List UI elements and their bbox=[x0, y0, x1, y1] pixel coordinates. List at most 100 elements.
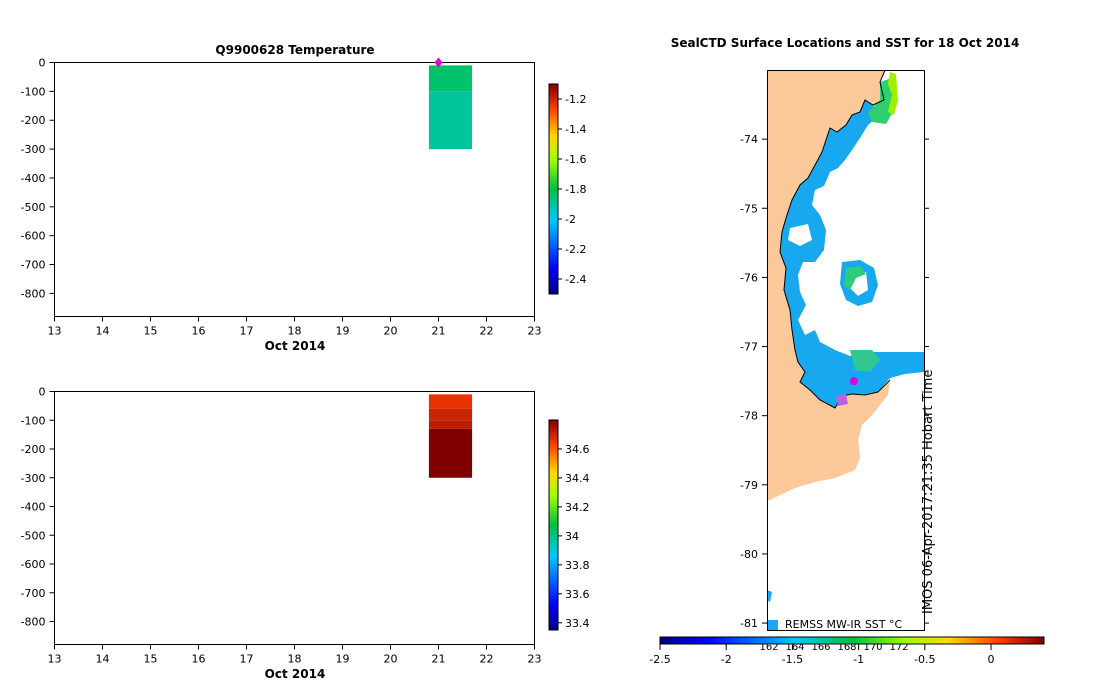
x-tick-label: 19 bbox=[336, 325, 350, 338]
lat-tick-label: -79 bbox=[740, 479, 758, 492]
sst-colorbar bbox=[659, 636, 1045, 645]
map-content bbox=[767, 70, 924, 630]
colorbar-tick-label: 33.6 bbox=[565, 588, 590, 601]
y-tick-label: -100 bbox=[21, 85, 46, 98]
temperature-colorbar-ticks: -1.2 -1.4 -1.6 -1.8 -2 -2.2 -2.4 bbox=[558, 93, 586, 286]
sst-colorbar-tick-label: -2.5 bbox=[649, 653, 670, 666]
x-tick-label: 19 bbox=[336, 653, 350, 666]
salinity-panel: 13 14 15 16 17 18 19 20 21 22 23 0 -100 -200 -300 -400… bbox=[21, 386, 590, 682]
lon-tick-label: 162 bbox=[759, 642, 778, 653]
x-tick-label: 16 bbox=[192, 325, 206, 338]
lon-tick-label: 164 bbox=[785, 642, 804, 653]
y-tick-label: -500 bbox=[21, 201, 46, 214]
x-tick-label: 17 bbox=[240, 653, 254, 666]
sst-field-warm-island bbox=[844, 266, 866, 290]
profile-cell bbox=[428, 394, 473, 409]
x-tick-label: 23 bbox=[528, 325, 542, 338]
y-tick-label: -600 bbox=[21, 230, 46, 243]
x-tick-label: 22 bbox=[480, 325, 494, 338]
y-tick-label: -300 bbox=[21, 143, 46, 156]
sst-map-panel: SealCTD Surface Locations and SST for 18… bbox=[649, 36, 1045, 666]
x-tick-label: 23 bbox=[528, 653, 542, 666]
profile-cell bbox=[428, 428, 473, 478]
temperature-xlabel: Oct 2014 bbox=[265, 339, 326, 353]
lon-tick-label: 172 bbox=[889, 642, 908, 653]
x-tick-label: 15 bbox=[144, 325, 158, 338]
y-tick-label: -800 bbox=[21, 616, 46, 629]
colorbar-tick-label: -1.6 bbox=[565, 153, 586, 166]
y-tick-label: -400 bbox=[21, 172, 46, 185]
x-tick-label: 13 bbox=[48, 653, 62, 666]
ctd-location-marker bbox=[850, 377, 858, 386]
salinity-x-axis: 13 14 15 16 17 18 19 20 21 22 23 bbox=[48, 644, 542, 666]
map-frame bbox=[767, 70, 925, 631]
lat-tick-label: -76 bbox=[740, 271, 758, 284]
lat-tick-label: -80 bbox=[740, 548, 758, 561]
colorbar-tick-label: -1.4 bbox=[565, 123, 586, 136]
y-tick-label: -600 bbox=[21, 558, 46, 571]
sst-colorbar-ticks: -2.5 -2 -1.5 -1 -0.5 0 bbox=[649, 644, 995, 666]
temperature-x-axis: 13 14 15 16 17 18 19 20 21 22 23 bbox=[48, 316, 542, 338]
lat-tick-label: -77 bbox=[740, 341, 758, 354]
sst-colorbar-tick-label: -1.5 bbox=[782, 653, 803, 666]
x-tick-label: 13 bbox=[48, 325, 62, 338]
lat-tick-label: -78 bbox=[740, 410, 758, 423]
salinity-y-axis: 0 -100 -200 -300 -400 -500 -600 -700 -800 bbox=[21, 386, 55, 629]
y-tick-label: -700 bbox=[21, 587, 46, 600]
sst-colorbar-tick-label: 0 bbox=[988, 653, 995, 666]
y-tick-label: -700 bbox=[21, 259, 46, 272]
ice-gap-2 bbox=[806, 296, 820, 330]
colorbar-tick-label: -1.8 bbox=[565, 183, 586, 196]
y-tick-label: -200 bbox=[21, 114, 46, 127]
map-latitude-axis: -74 -75 -76 -77 -78 -79 -80 -81 bbox=[740, 133, 929, 630]
sst-field-mid bbox=[850, 350, 880, 372]
sst-colorbar-tick-label: -1 bbox=[853, 653, 864, 666]
x-tick-label: 21 bbox=[432, 653, 446, 666]
salinity-colorbar bbox=[548, 419, 559, 631]
lon-tick-label: 170 bbox=[863, 642, 882, 653]
profile-cell bbox=[428, 420, 473, 429]
x-tick-label: 14 bbox=[96, 325, 110, 338]
profile-cell bbox=[428, 408, 473, 421]
salinity-xlabel: Oct 2014 bbox=[265, 667, 326, 681]
coastline bbox=[779, 70, 891, 409]
salinity-colorbar-ticks: 34.6 34.4 34.2 34 33.8 33.6 33.4 bbox=[558, 443, 590, 630]
y-tick-label: -300 bbox=[21, 472, 46, 485]
colorbar-tick-label: 34 bbox=[565, 530, 579, 543]
colorbar-tick-label: 34.2 bbox=[565, 501, 590, 514]
lon-tick-label: 168 bbox=[837, 642, 856, 653]
colorbar-tick-label: -1.2 bbox=[565, 93, 586, 106]
x-tick-label: 22 bbox=[480, 653, 494, 666]
sst-field-coastal bbox=[780, 100, 924, 408]
ice-shelf-marks bbox=[836, 394, 848, 406]
temperature-title: Q9900628 Temperature bbox=[215, 43, 374, 57]
y-tick-label: -100 bbox=[21, 414, 46, 427]
lon-tick-label: 166 bbox=[811, 642, 830, 653]
profile-location-marker bbox=[434, 57, 443, 68]
temperature-profile bbox=[428, 57, 473, 150]
x-tick-label: 18 bbox=[288, 653, 302, 666]
colorbar-tick-label: -2.4 bbox=[565, 273, 586, 286]
x-tick-label: 15 bbox=[144, 653, 158, 666]
profile-cell bbox=[428, 91, 473, 150]
temperature-panel: Q9900628 Temperature 13 14 15 16 17 18 19 20 21 2… bbox=[21, 43, 587, 353]
x-tick-label: 18 bbox=[288, 325, 302, 338]
x-tick-label: 20 bbox=[384, 325, 398, 338]
colorbar-tick-label: -2 bbox=[565, 213, 576, 226]
y-tick-label: -800 bbox=[21, 287, 46, 300]
x-tick-label: 21 bbox=[432, 325, 446, 338]
colorbar-tick-label: 34.4 bbox=[565, 472, 590, 485]
colorbar-tick-label: 33.4 bbox=[565, 617, 590, 630]
land-mass bbox=[767, 70, 890, 500]
temperature-colorbar bbox=[548, 83, 559, 295]
y-tick-label: 0 bbox=[39, 386, 46, 399]
temperature-y-axis: 0 -100 -200 -300 -400 -500 -600 -700 -800 bbox=[21, 57, 55, 300]
sst-colorbar-tick-label: -2 bbox=[721, 653, 732, 666]
y-tick-label: -500 bbox=[21, 529, 46, 542]
x-tick-label: 20 bbox=[384, 653, 398, 666]
imos-credit: IMOS 06-Apr-2017:21:35 Hobart Time bbox=[921, 370, 936, 614]
x-tick-label: 17 bbox=[240, 325, 254, 338]
x-tick-label: 16 bbox=[192, 653, 206, 666]
map-longitude-labels: 162 164 166 168 170 172 bbox=[759, 642, 908, 653]
profile-cell bbox=[428, 65, 473, 92]
